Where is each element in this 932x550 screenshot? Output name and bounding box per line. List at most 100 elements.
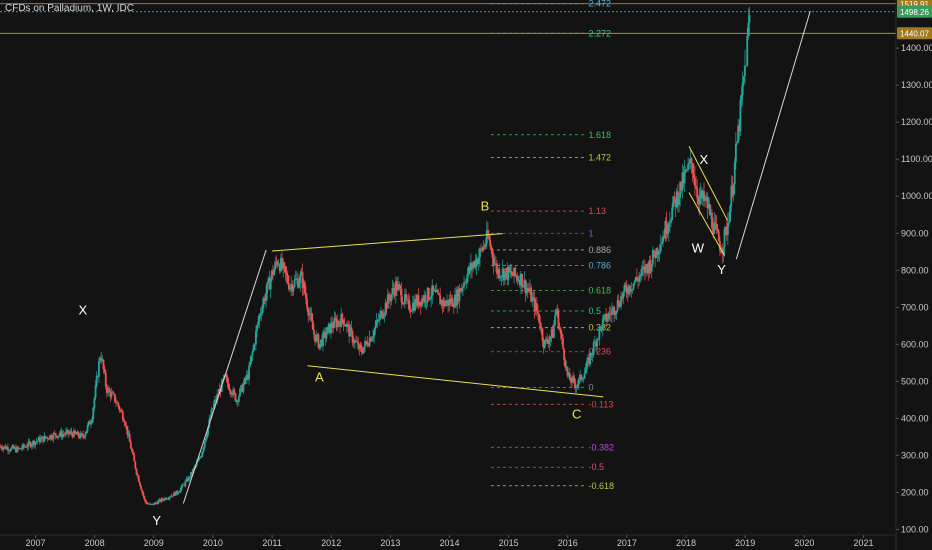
- candle-body: [350, 327, 353, 332]
- candle-body: [293, 279, 296, 287]
- candle-body: [243, 378, 246, 385]
- candle-body: [477, 257, 480, 264]
- candle-body: [153, 502, 156, 505]
- candle-body: [452, 306, 455, 308]
- candle-body: [605, 313, 608, 322]
- trendline[interactable]: [272, 233, 503, 252]
- candle-body: [657, 252, 660, 255]
- candle-body: [442, 300, 445, 306]
- candle-body: [134, 461, 137, 469]
- candle-body: [705, 196, 708, 199]
- candle-body: [488, 235, 490, 240]
- candle-body: [502, 268, 505, 281]
- candle-body: [674, 198, 677, 208]
- candle-body: [51, 438, 54, 440]
- candle-body: [557, 310, 560, 329]
- candle-body: [403, 294, 406, 304]
- candle-body: [537, 310, 539, 314]
- candle-body: [123, 419, 125, 423]
- candle-body: [332, 327, 335, 329]
- candle-body: [601, 319, 604, 331]
- candle-body: [575, 387, 578, 388]
- candle-body: [618, 305, 621, 307]
- candle-body: [152, 503, 155, 505]
- x-axis[interactable]: 2007 2008 2009 2010 2011 2012 2013 2014 2015 2016…: [0, 534, 896, 548]
- candle-body: [392, 288, 395, 291]
- candle-body: [591, 353, 594, 356]
- candle-body: [668, 222, 671, 224]
- candle-body: [673, 196, 676, 199]
- candle-body: [38, 437, 41, 443]
- candle-body: [419, 301, 422, 307]
- candle-body: [235, 400, 238, 402]
- trendline[interactable]: [688, 192, 725, 256]
- candle-body: [664, 220, 667, 238]
- candle-body: [385, 302, 388, 309]
- candle-body: [83, 437, 86, 438]
- candle-body: [291, 284, 294, 292]
- trendline[interactable]: [182, 249, 267, 504]
- candle-body: [299, 274, 302, 284]
- candle-body: [606, 318, 609, 322]
- candle-body: [632, 283, 635, 290]
- y-tick-label: 400.00: [901, 413, 929, 423]
- candle-body: [74, 430, 76, 434]
- candle-body: [176, 490, 179, 494]
- candle-body: [259, 313, 262, 315]
- candle-body: [678, 197, 680, 205]
- fib-level-label: 0.618: [589, 286, 612, 296]
- candle-body: [86, 425, 89, 431]
- candle-body: [239, 388, 241, 397]
- candle-body: [690, 158, 693, 164]
- y-tick-label: 1200.00: [901, 117, 932, 127]
- candle-body: [104, 372, 107, 387]
- candle-body: [435, 290, 438, 293]
- y-axis[interactable]: 100.00 200.00 300.00 400.00 500.00 600.00 700.…: [895, 0, 932, 550]
- candle-body: [356, 341, 359, 343]
- candle-body: [7, 447, 9, 451]
- candle-body: [306, 299, 308, 309]
- candle-body: [449, 299, 452, 304]
- candle-body: [196, 460, 199, 463]
- x-tick-label: 2020: [794, 538, 814, 548]
- candle-body: [216, 394, 219, 401]
- candle-body: [681, 172, 684, 191]
- candle-body: [475, 258, 478, 268]
- trendline[interactable]: [688, 146, 728, 221]
- candle-body: [398, 284, 401, 286]
- candle-body: [265, 292, 268, 302]
- candle-body: [423, 295, 426, 302]
- candle-body: [336, 321, 339, 328]
- trendlines[interactable]: [182, 10, 811, 504]
- wave-label: X: [78, 303, 87, 318]
- candle-body: [491, 249, 494, 258]
- candle-body: [281, 257, 283, 269]
- candle-body: [331, 322, 334, 328]
- candle-body: [608, 313, 611, 315]
- candle-body: [545, 338, 547, 341]
- candle-body: [570, 380, 572, 383]
- candle-body: [727, 223, 729, 235]
- candle-body: [240, 385, 243, 389]
- candle-body: [94, 385, 97, 398]
- candle-body: [441, 300, 444, 306]
- candle-body: [352, 342, 355, 344]
- candle-body: [689, 158, 692, 164]
- candle-body: [177, 492, 180, 494]
- trendline[interactable]: [307, 365, 604, 398]
- candle-body: [676, 191, 679, 205]
- candle-body: [241, 385, 244, 392]
- trendline[interactable]: [735, 10, 811, 260]
- candle-body: [103, 369, 106, 373]
- candle-body: [468, 266, 471, 272]
- candle-body: [631, 289, 634, 290]
- candlesticks: [0, 6, 751, 506]
- candle-body: [377, 320, 380, 321]
- candle-body: [460, 287, 463, 292]
- candle-body: [169, 496, 172, 498]
- candle-body: [634, 277, 637, 282]
- candle-body: [340, 313, 343, 327]
- candle-body: [186, 478, 189, 482]
